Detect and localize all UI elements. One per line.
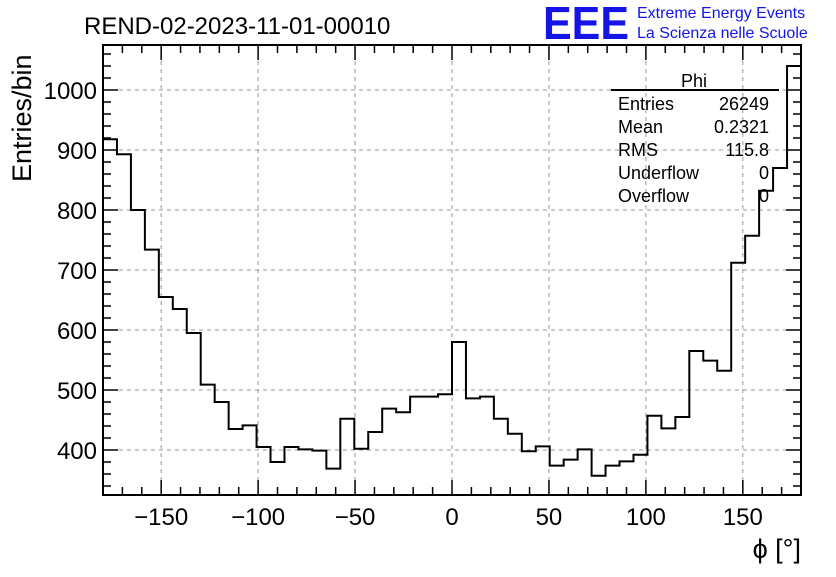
plot-frame	[102, 44, 802, 496]
stats-row-label: RMS	[618, 140, 658, 160]
logo-mark: EEE	[543, 0, 629, 49]
stats-row-label: Underflow	[618, 163, 700, 183]
stats-row-label: Mean	[618, 117, 663, 137]
y-tick-label: 1000	[44, 78, 97, 105]
x-tick-label: 0	[445, 504, 458, 531]
eee-logo: EEE Extreme Energy Events La Scienza nel…	[543, 0, 808, 49]
axis-ticks	[102, 45, 802, 495]
x-tick-label: 100	[626, 504, 666, 531]
stats-row-value: 0.2321	[714, 117, 769, 137]
y-tick-label: 900	[57, 138, 97, 165]
x-tick-label: 150	[723, 504, 763, 531]
logo-line-1: Extreme Energy Events	[637, 5, 805, 22]
y-tick-label: 700	[57, 258, 97, 285]
stats-row-value: 0	[759, 163, 769, 183]
x-tick-labels: −150 −100 −50 0 50 100 150	[134, 504, 763, 531]
stats-rows: Entries 26249 Mean 0.2321 RMS 115.8 Underflow 0…	[618, 94, 769, 206]
stats-row-label: Entries	[618, 94, 674, 114]
y-tick-label: 800	[57, 198, 97, 225]
stats-box: Phi Entries 26249 Mean 0.2321 RMS 115.8 Underf…	[611, 71, 779, 206]
grid-lines	[103, 45, 801, 495]
chart-title: REND-02-2023-11-01-00010	[84, 13, 390, 40]
y-tick-label: 400	[57, 438, 97, 465]
stats-row-label: Overflow	[618, 186, 690, 206]
stats-row-value: 0	[759, 186, 769, 206]
x-axis-label: ϕ [°]	[753, 534, 801, 564]
stats-row-value: 115.8	[725, 140, 769, 160]
stats-row-value: 26249	[719, 94, 769, 114]
y-tick-labels: 400 500 600 700 800 900 1000	[44, 78, 97, 465]
histogram-series	[102, 65, 802, 495]
x-tick-label: −150	[134, 504, 188, 531]
y-tick-label: 500	[57, 378, 97, 405]
x-tick-label: −100	[231, 504, 285, 531]
y-tick-label: 600	[57, 318, 97, 345]
y-axis-label: Entries/bin	[7, 54, 37, 182]
stats-name: Phi	[681, 71, 707, 91]
x-tick-label: 50	[536, 504, 563, 531]
logo-line-2: La Scienza nelle Scuole	[637, 25, 808, 42]
x-tick-label: −50	[335, 504, 376, 531]
